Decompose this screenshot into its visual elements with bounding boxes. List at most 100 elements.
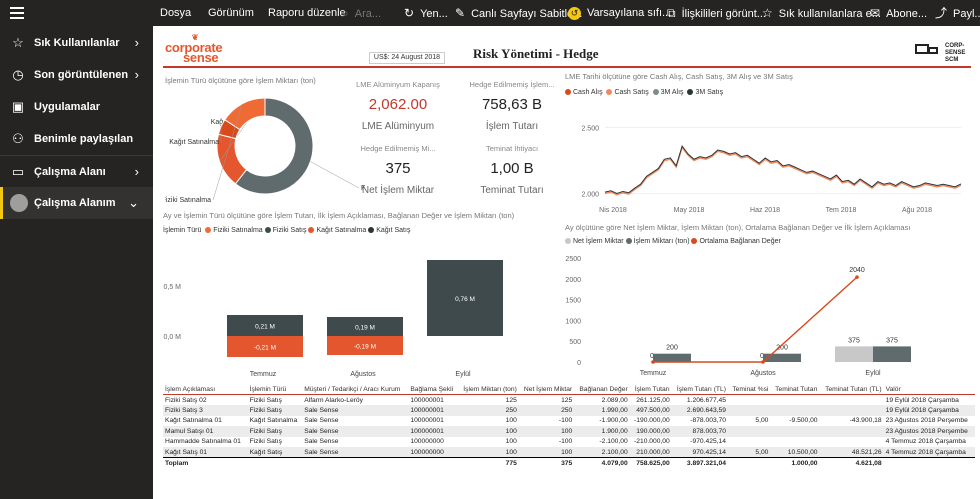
reset-default-button[interactable]: ↺ Varsayılana sıfı... bbox=[568, 0, 671, 26]
table-cell bbox=[770, 395, 819, 406]
legend-item[interactable]: Cash Satış bbox=[606, 89, 649, 96]
column-header[interactable]: İşlemin Türü bbox=[249, 385, 287, 393]
pin-live-page-button[interactable]: ✎ Canlı Sayfayı Sabitle... bbox=[455, 0, 582, 26]
x-tick-label: Eylül bbox=[865, 370, 881, 377]
star-icon: ☆ bbox=[762, 6, 773, 20]
table-total-row: Toplam 775 375 4.079,00 758.625,00 3.897.321,… bbox=[163, 457, 975, 468]
series-line bbox=[604, 145, 962, 194]
column-header[interactable]: İşlem Tutarı (TL) bbox=[676, 385, 726, 393]
sidebar-item-my-workspace[interactable]: Çalışma Alanım ⌄ bbox=[0, 187, 153, 219]
legend-item[interactable]: 3M Satış bbox=[687, 89, 723, 96]
table-row[interactable]: Fiziki Satış 3 Fiziki Satış Sale Sense 1000… bbox=[163, 405, 975, 416]
bar-label: -0,21 M bbox=[254, 345, 276, 352]
column-header[interactable]: Valör bbox=[885, 385, 901, 393]
line-point bbox=[651, 360, 655, 364]
table-cell: 250 bbox=[505, 406, 517, 414]
bar-label: 200 bbox=[776, 345, 788, 352]
table-cell bbox=[728, 426, 770, 437]
table-cell: 2.690.643,59 bbox=[686, 406, 726, 414]
refresh-button[interactable]: ↻ Yen... bbox=[404, 0, 448, 26]
table-row[interactable]: Mamul Satışı 01 Fiziki Satış Sale Sense 100… bbox=[163, 426, 975, 437]
bar-label: 0 bbox=[650, 353, 654, 360]
workspace-icon: ▭ bbox=[11, 164, 25, 179]
share-button[interactable]: ⤴Payl... bbox=[935, 0, 980, 26]
subscribe-button[interactable]: ✉ Abone... bbox=[870, 0, 927, 26]
table-row[interactable]: Kağıt Satınalma 01 Kağıt Satınalma Sale Se… bbox=[163, 416, 975, 427]
legend-item[interactable]: Ortalama Bağlanan Değer bbox=[691, 238, 781, 245]
table-cell bbox=[820, 405, 884, 416]
edit-report-button[interactable]: Raporu düzenle bbox=[268, 7, 346, 19]
table-row[interactable]: Fiziki Satış 02 Fiziki Satış Alfarm Alarko… bbox=[163, 395, 975, 406]
column-header[interactable]: İşlem Açıklaması bbox=[165, 385, 216, 393]
column-header[interactable]: Teminat Tutarı bbox=[775, 385, 818, 393]
sidebar-item-workspaces[interactable]: ▭ Çalışma Alanı › bbox=[0, 155, 153, 187]
card-lme-sub: LME Alüminyum bbox=[361, 121, 435, 132]
search-box[interactable]: ⌕ Ara... bbox=[342, 0, 381, 26]
table-cell: 190.000,00 bbox=[636, 427, 670, 435]
table-cell: 19 Eylül 2018 Çarşamba bbox=[885, 406, 959, 414]
avatar bbox=[10, 194, 28, 212]
column-header[interactable]: Bağlama Şekli bbox=[410, 385, 454, 393]
table-cell: 100000000 bbox=[410, 438, 444, 446]
sidebar-item-favorites[interactable]: ☆ Sık Kullanılanlar › bbox=[0, 27, 153, 59]
sidebar-item-label: Çalışma Alanım bbox=[34, 197, 116, 209]
card-margin-sub: Teminat Tutarı bbox=[480, 185, 544, 196]
legend-item[interactable]: Fiziki Satınalma bbox=[205, 227, 263, 234]
transactions-table[interactable]: İşlem Açıklaması İşlemin Türü Müşteri / Te… bbox=[163, 384, 975, 496]
sidebar-item-label: Sık Kullanılanlar bbox=[34, 37, 120, 49]
column-header[interactable]: Teminat %si bbox=[732, 385, 769, 393]
card-unhedged-qty-value: 375 bbox=[385, 160, 411, 177]
donut-leader bbox=[310, 161, 360, 189]
sidebar-item-shared[interactable]: ⚇ Benimle paylaşılan bbox=[0, 123, 153, 155]
bar-chart-1-legend: İşlemin Türü Fiziki Satınalma Fiziki Sat… bbox=[163, 227, 411, 234]
column-header[interactable]: Bağlanan Değer bbox=[579, 385, 628, 393]
column-header[interactable]: İşlem Miktarı (ton) bbox=[463, 385, 517, 393]
table-cell: 1.990,00 bbox=[601, 406, 628, 414]
bar-chart-2[interactable]: 2500 2000 1500 1000 500 0 0 200 Temmuz 0 200 Ağusto… bbox=[561, 248, 976, 378]
legend-item[interactable]: 3M Alış bbox=[652, 89, 684, 96]
bar-label: -0,19 M bbox=[354, 344, 376, 351]
x-tick-label: Temmuz bbox=[640, 370, 667, 377]
table-cell: -100 bbox=[558, 417, 573, 425]
clock-icon: ◷ bbox=[12, 67, 24, 82]
sidebar-item-apps[interactable]: ▣ Uygulamalar bbox=[0, 91, 153, 123]
table-cell: -210.000,00 bbox=[634, 438, 670, 446]
column-header[interactable]: Teminat Tutarı (TL) bbox=[825, 385, 882, 393]
legend-item[interactable]: Fiziki Satış bbox=[264, 227, 306, 234]
table-cell: 125 bbox=[561, 396, 573, 404]
view-related-button[interactable]: ⧉ İlişkilileri görünt... bbox=[667, 0, 766, 26]
bar-label: 375 bbox=[848, 337, 860, 344]
legend-item[interactable]: Kağıt Satınalma bbox=[308, 227, 366, 234]
column-header[interactable]: Net İşlem Miktar bbox=[523, 385, 573, 393]
view-menu[interactable]: Görünüm bbox=[208, 7, 254, 19]
table-cell: -2.100,00 bbox=[599, 438, 628, 446]
legend-item[interactable]: Kağıt Satış bbox=[368, 227, 410, 234]
table-row[interactable]: Hammadde Satınalma 01 Fiziki Satış Sale Se… bbox=[163, 437, 975, 448]
company-logo-left: ❦ corporate sense bbox=[165, 33, 225, 65]
truck-icon bbox=[913, 42, 941, 62]
table-cell: 4 Temmuz 2018 Çarşamba bbox=[885, 438, 966, 446]
table-cell bbox=[770, 426, 819, 437]
add-favorite-button[interactable]: ☆ Sık kullanılanlara e... bbox=[762, 0, 881, 26]
file-menu[interactable]: Dosya bbox=[160, 7, 192, 19]
bar-negative bbox=[227, 336, 303, 357]
legend-item[interactable]: Cash Alış bbox=[565, 89, 603, 96]
table-cell: 1.000,00 bbox=[770, 457, 820, 468]
tree-icon: ❦ bbox=[191, 33, 199, 42]
hamburger-menu-icon[interactable] bbox=[10, 7, 24, 19]
column-header[interactable]: İşlem Tutarı bbox=[634, 385, 670, 393]
sidebar-item-recent[interactable]: ◷ Son görüntülenen › bbox=[0, 59, 153, 91]
legend-item[interactable]: Net İşlem Miktar bbox=[565, 238, 624, 245]
table-row[interactable]: Kağıt Satış 01 Kağıt Satış Sale Sense 10000… bbox=[163, 447, 975, 458]
pin-icon: ✎ bbox=[455, 6, 466, 20]
line-point bbox=[855, 275, 859, 279]
bar-chart-1[interactable]: 0,5 M 0,0 M 0,21 M -0,21 M Temmuz 0,19 M -0,19… bbox=[159, 238, 559, 378]
line-chart[interactable]: 2.500 2.000 Nis 2018 May 2018 Haz 2018 Tem 20… bbox=[561, 100, 971, 215]
legend-item[interactable]: İşlem Miktarı (ton) bbox=[625, 238, 690, 245]
table-cell: Sale Sense bbox=[304, 427, 339, 435]
column-header[interactable]: Müşteri / Tedarikçi / Aracı Kurum bbox=[304, 385, 401, 393]
x-tick-label: Eylül bbox=[455, 371, 471, 378]
table-cell: Hammadde Satınalma 01 bbox=[165, 438, 241, 446]
card-unhedged-amount-label: Hedge Edilmemiş İşlem... bbox=[469, 80, 555, 89]
